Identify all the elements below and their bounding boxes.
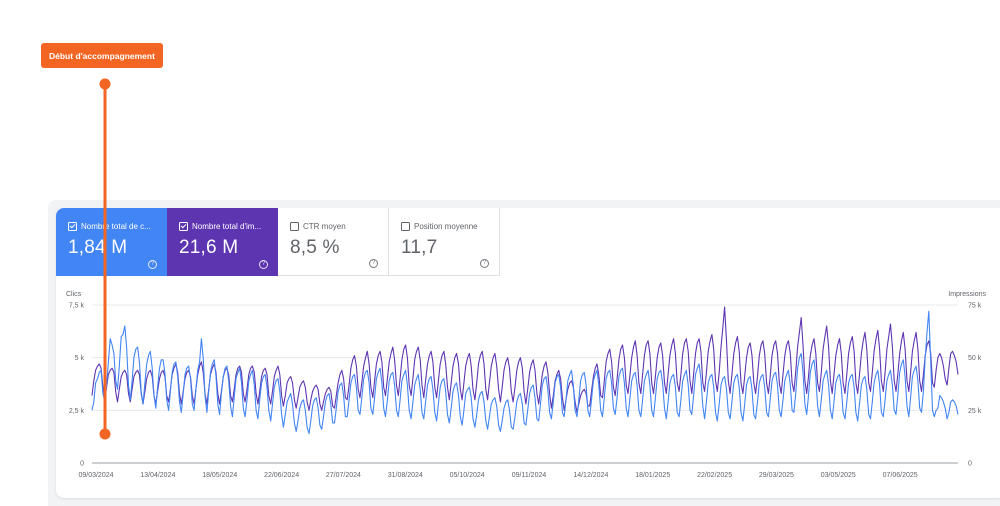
- x-tick-label: 31/08/2024: [388, 472, 423, 479]
- y-tick-left: 5 k: [75, 355, 85, 362]
- metric-selector: Nombre total de c... 1,84 M ? Nombre tot…: [56, 208, 500, 276]
- annotation-dot-bottom: [99, 428, 111, 440]
- metric-label: Nombre total de c...: [81, 222, 151, 231]
- impressions-series-line: [91, 306, 959, 413]
- checkbox-checked-icon[interactable]: [68, 222, 77, 231]
- checkbox-unchecked-icon[interactable]: [290, 222, 299, 231]
- checkbox-checked-icon[interactable]: [179, 222, 188, 231]
- x-tick-label: 13/04/2024: [140, 472, 175, 479]
- metric-average-position[interactable]: Position moyenne 11,7 ?: [389, 208, 500, 276]
- metric-average-ctr[interactable]: CTR moyen 8,5 % ?: [278, 208, 389, 276]
- x-tick-label: 07/06/2025: [883, 472, 918, 479]
- metric-label: Position moyenne: [414, 222, 478, 231]
- x-tick-label: 29/03/2025: [759, 472, 794, 479]
- metric-label: CTR moyen: [303, 222, 346, 231]
- x-tick-label: 14/12/2024: [573, 472, 608, 479]
- y-tick-left: 2,5 k: [69, 408, 85, 415]
- metric-value: 1,84 M: [68, 237, 128, 258]
- help-circle-icon[interactable]: ?: [369, 259, 378, 268]
- y-tick-left: 0: [80, 461, 84, 468]
- x-tick-label: 09/11/2024: [512, 472, 547, 479]
- metric-value: 11,7: [401, 237, 438, 258]
- x-tick-label: 22/06/2024: [264, 472, 299, 479]
- annotation-dot-top: [99, 78, 111, 90]
- annotation-label[interactable]: Début d'accompagnement: [41, 43, 163, 68]
- y-tick-left: 7,5 k: [69, 303, 85, 310]
- x-tick-label: 18/05/2024: [202, 472, 237, 479]
- metric-total-impressions[interactable]: Nombre total d'im... 21,6 M ?: [167, 208, 278, 276]
- metric-label: Nombre total d'im...: [192, 222, 262, 231]
- metric-value: 8,5 %: [290, 237, 340, 258]
- x-tick-label: 03/05/2025: [821, 472, 856, 479]
- help-circle-icon[interactable]: ?: [480, 259, 489, 268]
- x-tick-label: 18/01/2025: [635, 472, 670, 479]
- y-tick-right: 50 k: [968, 355, 982, 362]
- y-tick-right: 25 k: [968, 408, 982, 415]
- y-tick-right: 0: [968, 461, 972, 468]
- y-tick-right: 75 k: [968, 303, 982, 310]
- clicks-series-line: [91, 310, 959, 435]
- x-tick-label: 22/02/2025: [697, 472, 732, 479]
- metric-total-clicks[interactable]: Nombre total de c... 1,84 M ?: [56, 208, 167, 276]
- left-axis-title: Clics: [66, 291, 82, 298]
- help-circle-icon[interactable]: ?: [148, 260, 157, 269]
- right-axis-title: Impressions: [948, 291, 986, 298]
- checkbox-unchecked-icon[interactable]: [401, 222, 410, 231]
- x-tick-label: 09/03/2024: [78, 472, 113, 479]
- metric-value: 21,6 M: [179, 237, 239, 258]
- x-tick-label: 05/10/2024: [450, 472, 485, 479]
- x-tick-label: 27/07/2024: [326, 472, 361, 479]
- help-circle-icon[interactable]: ?: [259, 260, 268, 269]
